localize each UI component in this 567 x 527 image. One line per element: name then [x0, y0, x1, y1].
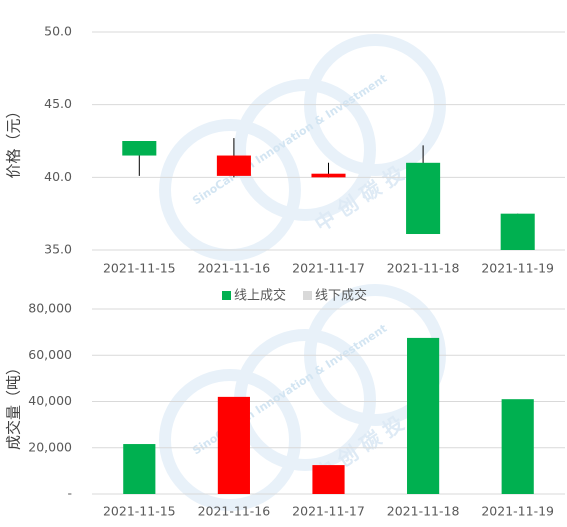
x-tick-label: 2021-11-18 [387, 261, 460, 276]
bar [312, 465, 345, 494]
watermark-ring [234, 79, 376, 221]
y-tick-label: 40,000 [28, 393, 72, 408]
x-tick-label: 2021-11-19 [481, 261, 554, 276]
x-tick-label: 2021-11-15 [103, 261, 176, 276]
legend-swatch [222, 291, 231, 300]
legend-label: 线上成交 [234, 288, 286, 304]
x-tick-label: 2021-11-15 [103, 504, 176, 519]
x-tick-label: 2021-11-18 [387, 504, 460, 519]
x-tick-label: 2021-11-16 [198, 504, 271, 519]
bar [501, 399, 534, 494]
candle-body [122, 141, 157, 156]
watermark-ring [159, 369, 301, 511]
y-tick-label: 20,000 [28, 439, 72, 454]
y-tick-label: 50.0 [44, 24, 72, 39]
x-tick-label: 2021-11-17 [292, 504, 365, 519]
candle-body [216, 155, 251, 176]
y-tick-label: 35.0 [44, 242, 72, 257]
y-axis-title: 成交量（吨） [5, 360, 23, 450]
candle-body [311, 173, 346, 178]
bar [123, 444, 156, 494]
y-tick-label: 60,000 [28, 347, 72, 362]
x-tick-label: 2021-11-16 [198, 261, 271, 276]
x-tick-label: 2021-11-19 [481, 504, 554, 519]
y-tick-label: 45.0 [44, 96, 72, 111]
candle-body [500, 213, 535, 250]
bar [407, 337, 440, 494]
bar [217, 396, 250, 494]
y-tick-label: - [67, 486, 72, 501]
legend-label: 线下成交 [315, 288, 367, 304]
y-tick-label: 40.0 [44, 169, 72, 184]
x-tick-label: 2021-11-17 [292, 261, 365, 276]
candle-body [406, 162, 441, 235]
watermark-ring [159, 119, 301, 261]
y-tick-label: 80,000 [28, 301, 72, 316]
legend-swatch [303, 291, 312, 300]
y-axis-title: 价格（元） [5, 103, 23, 178]
